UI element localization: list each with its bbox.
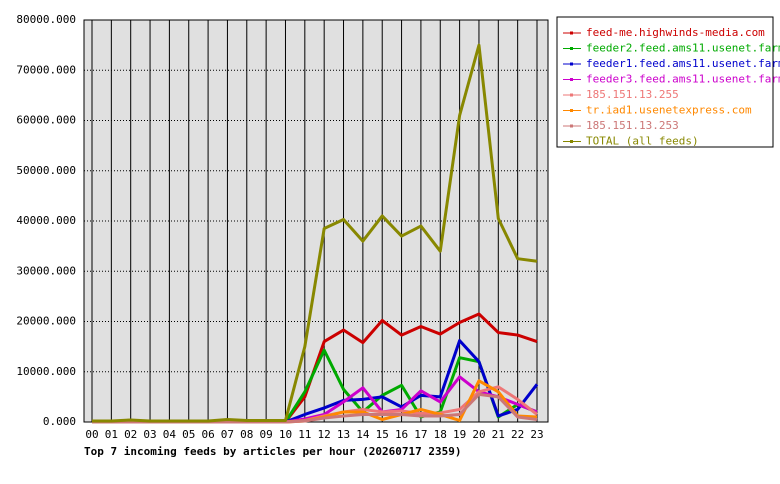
legend-label: 185.151.13.253 bbox=[586, 119, 679, 132]
y-tick-label: 20000.000 bbox=[16, 315, 76, 328]
x-tick-label: 21 bbox=[492, 428, 505, 441]
x-tick-label: 19 bbox=[453, 428, 466, 441]
legend-marker bbox=[570, 140, 573, 143]
x-tick-label: 08 bbox=[240, 428, 253, 441]
series-line bbox=[92, 43, 538, 423]
legend-marker bbox=[570, 124, 573, 128]
legend-label: tr.iad1.usenetexpress.com bbox=[586, 104, 752, 117]
legend-label: feeder3.feed.ams11.usenet.farm bbox=[586, 73, 780, 86]
y-tick-label: 0.000 bbox=[43, 415, 76, 428]
legend-marker bbox=[570, 109, 573, 112]
x-tick-label: 18 bbox=[434, 428, 447, 441]
x-tick-label: 20 bbox=[472, 428, 485, 441]
x-tick-label: 23 bbox=[530, 428, 543, 441]
legend-marker bbox=[570, 62, 573, 66]
y-tick-label: 70000.000 bbox=[16, 63, 76, 76]
chart-title: Top 7 incoming feeds by articles per hou… bbox=[84, 445, 462, 458]
x-tick-label: 16 bbox=[395, 428, 408, 441]
legend-marker bbox=[570, 31, 573, 35]
x-tick-label: 06 bbox=[201, 428, 214, 441]
legend bbox=[556, 16, 774, 148]
y-tick-label: 80000.000 bbox=[16, 13, 76, 26]
x-tick-label: 07 bbox=[221, 428, 234, 441]
y-tick-label: 60000.000 bbox=[16, 114, 76, 127]
x-tick-label: 09 bbox=[260, 428, 273, 441]
legend-marker bbox=[570, 47, 573, 50]
legend-label: feeder1.feed.ams11.usenet.farm bbox=[586, 57, 780, 70]
legend-label: feeder2.feed.ams11.usenet.farm bbox=[586, 42, 780, 55]
legend-marker bbox=[570, 78, 573, 81]
x-tick-label: 01 bbox=[105, 428, 118, 441]
x-tick-label: 04 bbox=[163, 428, 177, 441]
x-tick-label: 14 bbox=[356, 428, 370, 441]
legend-label: TOTAL (all feeds) bbox=[586, 135, 699, 148]
x-tick-label: 03 bbox=[143, 428, 156, 441]
x-tick-label: 11 bbox=[298, 428, 311, 441]
x-tick-label: 22 bbox=[511, 428, 524, 441]
y-tick-label: 40000.000 bbox=[16, 214, 76, 227]
x-tick-label: 00 bbox=[85, 428, 98, 441]
y-tick-label: 30000.000 bbox=[16, 264, 76, 277]
x-tick-label: 13 bbox=[337, 428, 350, 441]
legend-label: feed-me.highwinds-media.com bbox=[586, 26, 765, 39]
x-tick-label: 17 bbox=[414, 428, 427, 441]
legend-label: 185.151.13.255 bbox=[586, 88, 679, 101]
x-tick-label: 12 bbox=[318, 428, 331, 441]
y-tick-label: 10000.000 bbox=[16, 365, 76, 378]
x-tick-label: 02 bbox=[124, 428, 137, 441]
legend-marker bbox=[570, 93, 573, 97]
y-tick-label: 50000.000 bbox=[16, 164, 76, 177]
x-tick-label: 10 bbox=[279, 428, 292, 441]
x-tick-label: 15 bbox=[376, 428, 389, 441]
x-tick-label: 05 bbox=[182, 428, 195, 441]
